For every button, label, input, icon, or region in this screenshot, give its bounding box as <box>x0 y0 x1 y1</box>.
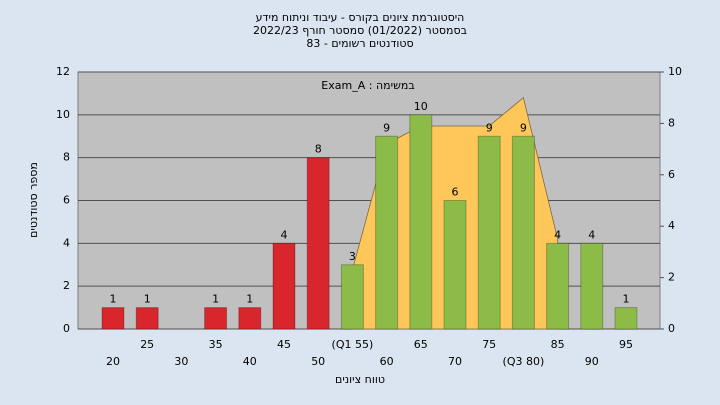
x-axis-label: טווח ציונים <box>335 373 385 386</box>
bar <box>375 135 399 330</box>
y2-tick-label: 6 <box>668 168 675 181</box>
value-label: 1 <box>623 293 630 306</box>
x-tick-label: 90 <box>585 355 599 368</box>
x-tick-label: 85 <box>551 338 565 351</box>
value-label: 4 <box>554 228 561 241</box>
x-tick-label: 35 <box>209 338 223 351</box>
value-label: 3 <box>349 250 356 263</box>
bar <box>204 307 228 330</box>
bar <box>306 157 330 330</box>
annotation: במשימה : Exam_A <box>321 79 414 92</box>
value-label: 9 <box>520 121 527 134</box>
chart-subtitle: סטודנטים רשומים - 83 <box>306 37 413 50</box>
y-tick-label: 12 <box>56 65 70 78</box>
x-tick-label: (Q1 55) <box>332 338 374 351</box>
bar <box>580 242 604 330</box>
x-tick-label: (Q3 80) <box>503 355 545 368</box>
value-label: 10 <box>414 100 428 113</box>
x-tick-label: 50 <box>311 355 325 368</box>
value-label: 6 <box>452 186 459 199</box>
x-tick-label: 60 <box>380 355 394 368</box>
x-tick-label: 75 <box>482 338 496 351</box>
value-label: 4 <box>281 228 288 241</box>
y-axis-label: מספר סטודנטים <box>27 162 40 238</box>
value-label: 1 <box>212 293 219 306</box>
x-tick-label: 65 <box>414 338 428 351</box>
value-label: 1 <box>246 293 253 306</box>
value-label: 4 <box>588 228 595 241</box>
bar <box>409 114 433 330</box>
value-label: 9 <box>383 121 390 134</box>
x-tick-label: 40 <box>243 355 257 368</box>
value-label: 1 <box>144 293 151 306</box>
bar <box>101 307 125 330</box>
y-tick-label: 10 <box>56 108 70 121</box>
y-tick-label: 8 <box>63 151 70 164</box>
x-tick-label: 20 <box>106 355 120 368</box>
y2-tick-label: 8 <box>668 116 675 129</box>
bar <box>135 307 159 330</box>
chart-title: היסטוגרמת ציונים בקורס - עיבוד וניתוח מי… <box>256 11 465 24</box>
y2-tick-label: 10 <box>668 65 682 78</box>
bar <box>443 200 467 330</box>
value-label: 8 <box>315 143 322 156</box>
bar <box>511 135 535 330</box>
bar <box>238 307 262 330</box>
x-tick-label: 45 <box>277 338 291 351</box>
y2-tick-label: 2 <box>668 271 675 284</box>
x-tick-label: 70 <box>448 355 462 368</box>
y2-tick-label: 4 <box>668 219 675 232</box>
value-label: 9 <box>486 121 493 134</box>
bar <box>272 242 296 330</box>
bar <box>546 242 570 330</box>
y-tick-label: 2 <box>63 279 70 292</box>
y-tick-label: 6 <box>63 194 70 207</box>
bar <box>340 264 364 330</box>
y2-tick-label: 0 <box>668 322 675 335</box>
y-tick-label: 0 <box>63 322 70 335</box>
x-tick-label: 30 <box>174 355 188 368</box>
value-label: 1 <box>110 293 117 306</box>
y-tick-label: 4 <box>63 236 70 249</box>
bar <box>614 307 638 330</box>
bar <box>477 135 501 330</box>
x-tick-label: 95 <box>619 338 633 351</box>
x-tick-label: 25 <box>140 338 154 351</box>
chart-subtitle: בסמסטר (01/2022) סמסטר חורף 2022/23 <box>253 24 467 37</box>
